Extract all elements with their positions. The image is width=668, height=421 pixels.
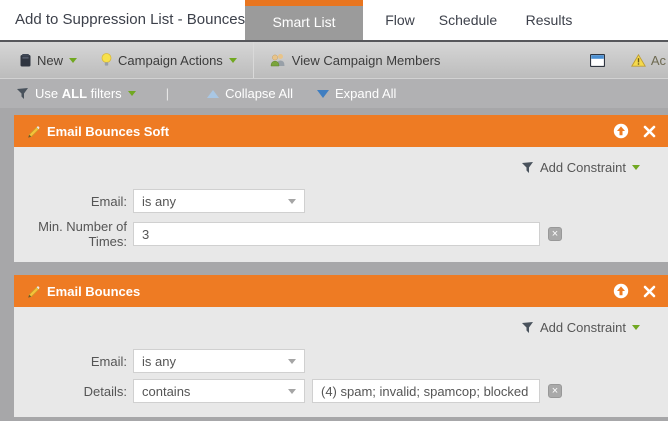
page-title: Add to Suppression List - Bounces xyxy=(15,11,246,28)
new-button[interactable]: New xyxy=(8,42,89,78)
tab-flow[interactable]: Flow xyxy=(385,12,415,28)
filter-panel-email-bounces: Email Bounces Add Constraint xyxy=(14,275,668,417)
new-notebook-icon xyxy=(20,53,31,67)
filter-funnel-icon xyxy=(16,87,29,100)
collapse-all-label: Collapse All xyxy=(225,86,294,101)
toolbar-divider xyxy=(252,42,254,78)
view-campaign-members-label: View Campaign Members xyxy=(291,52,441,68)
email-operator-select[interactable]: is any xyxy=(133,349,305,373)
new-label: New xyxy=(37,52,64,68)
panel-body-email-bounces: Add Constraint Email: is any Details: co… xyxy=(14,307,668,417)
constraint-funnel-icon xyxy=(521,321,534,334)
tabbar-separator xyxy=(0,40,668,42)
use-filters-label: Use ALL filters xyxy=(35,86,122,101)
add-constraint-label[interactable]: Add Constraint xyxy=(540,319,626,335)
add-constraint-label[interactable]: Add Constraint xyxy=(540,159,626,175)
toolbar: New Campaign Actions View Campaign Membe… xyxy=(0,42,668,78)
constraint-funnel-icon xyxy=(521,161,534,174)
filterbar-pipe-separator: | xyxy=(165,86,170,101)
add-constraint-dropdown-arrow-icon xyxy=(632,324,640,330)
remove-constraint-icon[interactable]: × xyxy=(548,384,562,398)
email-field-label: Email: xyxy=(90,193,127,209)
pencil-icon xyxy=(26,284,40,298)
panel-title: Email Bounces xyxy=(47,283,141,299)
add-constraint-dropdown-arrow-icon xyxy=(632,164,640,170)
collapse-triangle-icon xyxy=(207,89,220,98)
use-filters-dropdown-arrow-icon xyxy=(127,91,136,96)
alert-text: Ac xyxy=(650,52,666,68)
move-up-circle-icon[interactable] xyxy=(613,283,629,299)
expand-all-label: Expand All xyxy=(335,86,397,101)
panel-header-email-bounces[interactable]: Email Bounces xyxy=(14,275,668,307)
smart-list-canvas: Email Bounces Soft Add Constraint xyxy=(0,108,668,421)
panel-body-email-bounces-soft: Add Constraint Email: is any Min. Number… xyxy=(14,147,668,262)
expand-all-button[interactable]: Expand All xyxy=(317,86,396,101)
tab-results[interactable]: Results xyxy=(525,12,573,28)
email-field-label: Email: xyxy=(90,353,127,369)
email-operator-value: is any xyxy=(142,353,176,369)
email-operator-row: Email: is any xyxy=(14,189,668,213)
email-operator-row: Email: is any xyxy=(14,349,668,373)
panel-header-email-bounces-soft[interactable]: Email Bounces Soft xyxy=(14,115,668,147)
pencil-icon xyxy=(26,124,40,138)
panel-title: Email Bounces Soft xyxy=(47,123,170,139)
tab-schedule[interactable]: Schedule xyxy=(438,12,498,28)
window-panel-icon[interactable] xyxy=(589,53,605,67)
details-row: Details: contains × xyxy=(14,379,668,403)
details-operator-select[interactable]: contains xyxy=(133,379,305,403)
view-campaign-members-button[interactable]: View Campaign Members xyxy=(258,42,453,78)
tab-bar: Add to Suppression List - Bounces Smart … xyxy=(0,0,668,40)
remove-constraint-icon[interactable]: × xyxy=(548,227,562,241)
campaign-actions-label: Campaign Actions xyxy=(118,52,223,68)
tab-smart-list[interactable]: Smart List xyxy=(245,0,363,40)
select-chevron-down-icon xyxy=(288,359,296,364)
min-times-row: Min. Number of Times: × xyxy=(14,219,668,249)
campaign-actions-dropdown-arrow-icon xyxy=(228,57,237,63)
select-chevron-down-icon xyxy=(288,199,296,204)
details-operator-value: contains xyxy=(142,383,191,399)
collapse-all-button[interactable]: Collapse All xyxy=(207,86,293,101)
email-operator-value: is any xyxy=(142,193,176,209)
use-all-filters-control[interactable]: Use ALL filters xyxy=(16,86,136,101)
details-value-input[interactable] xyxy=(312,379,540,403)
add-constraint-row: Add Constraint xyxy=(14,307,668,335)
select-chevron-down-icon xyxy=(288,389,296,394)
min-times-input[interactable] xyxy=(133,222,540,246)
status-alert: Ac xyxy=(630,52,666,68)
filter-bar: Use ALL filters | Collapse All Expand Al… xyxy=(0,78,668,108)
campaign-actions-button[interactable]: Campaign Actions xyxy=(89,42,249,78)
warning-triangle-icon xyxy=(630,53,646,67)
add-constraint-row: Add Constraint xyxy=(14,147,668,175)
close-icon[interactable] xyxy=(643,285,656,298)
new-dropdown-arrow-icon xyxy=(69,57,78,63)
toolbar-right-group: Ac xyxy=(589,52,668,68)
min-times-label: Min. Number of Times: xyxy=(38,219,127,249)
close-icon[interactable] xyxy=(643,125,656,138)
move-up-circle-icon[interactable] xyxy=(613,123,629,139)
details-field-label: Details: xyxy=(83,383,127,399)
email-operator-select[interactable]: is any xyxy=(133,189,305,213)
campaign-members-people-icon xyxy=(270,53,286,67)
lightbulb-icon xyxy=(101,53,112,67)
expand-triangle-icon xyxy=(317,89,330,98)
filter-panel-email-bounces-soft: Email Bounces Soft Add Constraint xyxy=(14,115,668,262)
